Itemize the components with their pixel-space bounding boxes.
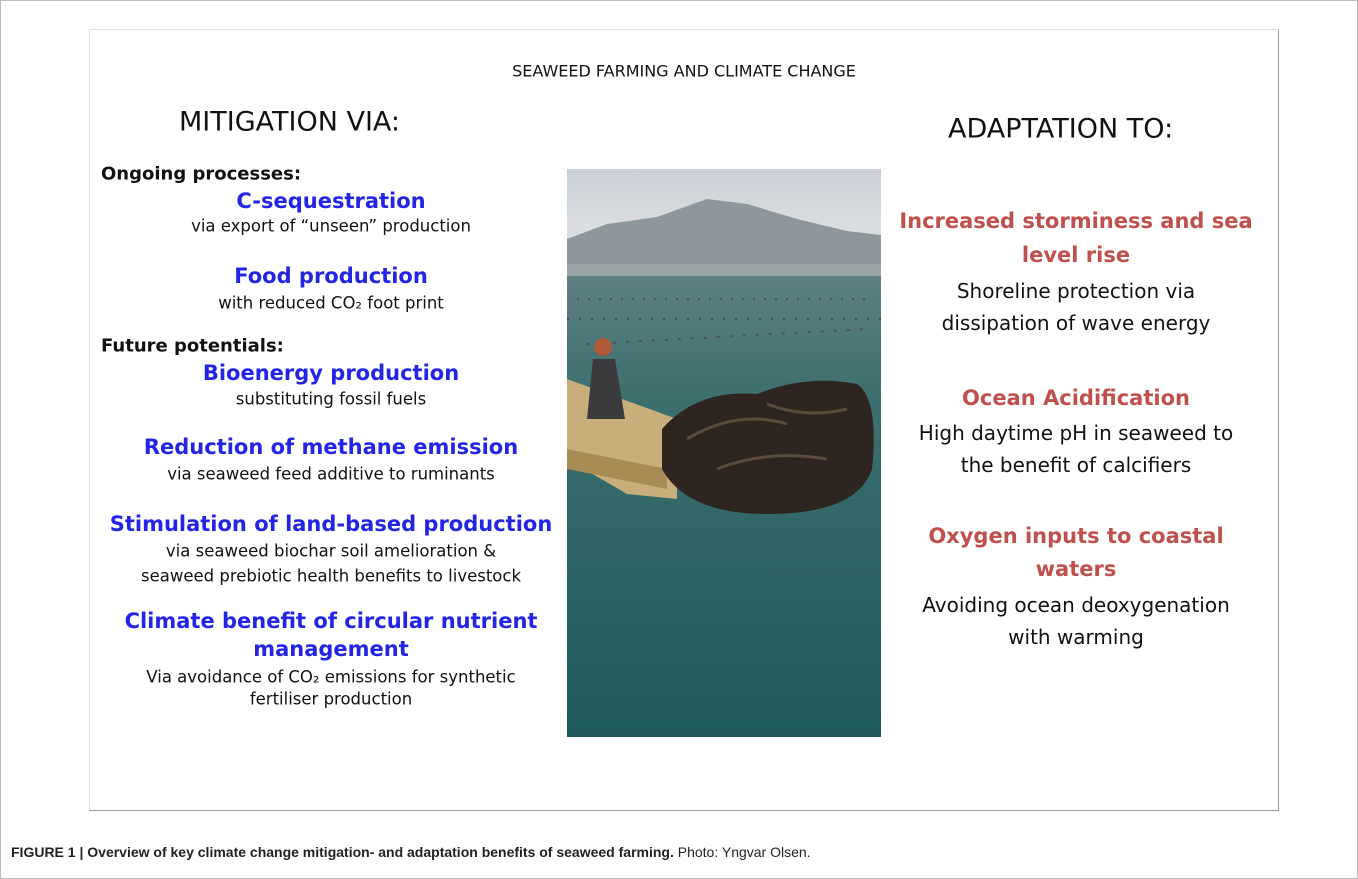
caption-label: FIGURE 1 | Overview of key climate chang… (11, 844, 674, 860)
item-text: dissipation of wave energy (942, 311, 1211, 335)
item-text: with reduced CO₂ foot print (218, 294, 444, 313)
caption: FIGURE 1 | Overview of key climate chang… (11, 844, 811, 860)
item-text: fertiliser production (250, 690, 412, 709)
caption-credit: Photo: Yngvar Olsen. (678, 844, 811, 860)
page: FIGURE 1 | Overview of key climate chang… (0, 0, 1358, 879)
column-heading: ADAPTATION TO: (948, 114, 1173, 145)
item-text: seaweed prebiotic health benefits to liv… (141, 567, 521, 586)
item-title: Oxygen inputs to coastal (928, 524, 1223, 548)
item-text: via export of “unseen” production (191, 217, 471, 236)
group-label: Future potentials: (101, 336, 284, 357)
item-text: Shoreline protection via (957, 279, 1195, 303)
item-title: Bioenergy production (203, 361, 459, 385)
item-text: Avoiding ocean deoxygenation (922, 593, 1229, 617)
item-text: substituting fossil fuels (236, 390, 426, 409)
item-text: via seaweed feed additive to ruminants (167, 465, 495, 484)
item-text: the benefit of calcifiers (961, 453, 1192, 477)
item-title: level rise (1022, 243, 1130, 267)
item-title: Ocean Acidification (962, 386, 1190, 410)
group-label: Ongoing processes: (101, 164, 301, 185)
item-title: Increased storminess and sea (899, 209, 1252, 233)
item-title: Stimulation of land-based production (110, 512, 553, 536)
item-title: waters (1036, 557, 1117, 581)
item-text: Via avoidance of CO₂ emissions for synth… (146, 668, 515, 687)
item-text: via seaweed biochar soil amelioration & (166, 542, 496, 561)
item-title: Climate benefit of circular nutrient (125, 609, 538, 633)
item-title: C-sequestration (236, 189, 425, 213)
photo (567, 169, 881, 737)
figure-title: SEAWEED FARMING AND CLIMATE CHANGE (512, 62, 856, 81)
item-title: Reduction of methane emission (144, 435, 518, 459)
item-title: Food production (234, 264, 428, 288)
column-heading: MITIGATION VIA: (179, 107, 400, 138)
item-text: High daytime pH in seaweed to (919, 421, 1233, 445)
item-title: management (253, 637, 409, 661)
item-text: with warming (1008, 625, 1144, 649)
